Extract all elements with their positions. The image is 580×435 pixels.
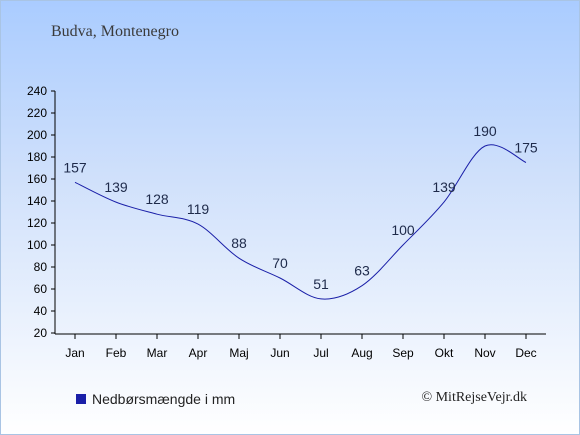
x-tick-label-jun: Jun [270,346,289,360]
x-tick-label-dec: Dec [515,346,536,360]
data-label-jul: 51 [313,276,329,292]
legend-label: Nedbørsmængde i mm [92,391,236,407]
y-tick-label: 20 [34,326,48,340]
credit-text: © MitRejseVejr.dk [421,390,527,405]
x-tick-label-aug: Aug [351,346,372,360]
x-tick-label-jan: Jan [65,346,84,360]
y-tick-label: 80 [34,260,48,274]
y-tick-label: 100 [27,238,47,252]
data-labels: 157 139 128 119 88 70 51 63 100 139 190 175 [63,123,538,292]
data-label-sep: 100 [391,222,415,238]
y-tick-label: 200 [27,128,47,142]
x-ticks: Jan Feb Mar Apr Maj Jun Jul Aug Sep Okt Nov Dec [65,334,537,360]
x-tick-label-sep: Sep [392,346,414,360]
y-tick-label: 160 [27,172,47,186]
y-tick-label: 140 [27,194,47,208]
x-tick-label-feb: Feb [106,346,127,360]
x-tick-label-apr: Apr [189,346,208,360]
data-label-jun: 70 [272,255,288,271]
y-tick-label: 60 [34,282,48,296]
data-label-feb: 139 [104,179,128,195]
data-label-aug: 63 [354,263,370,279]
data-label-maj: 88 [231,235,247,251]
data-label-apr: 119 [187,201,210,217]
data-label-dec: 175 [514,140,538,156]
y-tick-label: 180 [27,150,47,164]
y-tick-label: 120 [27,216,47,230]
y-tick-label: 40 [34,304,48,318]
legend-swatch [76,394,86,404]
x-tick-label-maj: Maj [229,346,248,360]
x-tick-label-nov: Nov [474,346,495,360]
data-label-okt: 139 [432,179,456,195]
legend: Nedbørsmængde i mm [76,391,235,407]
data-label-mar: 128 [145,191,169,207]
y-ticks: 20 40 60 80 100 120 140 160 180 200 220 240 [27,84,55,340]
chart-subtitle: Budva, Montenegro [51,23,179,40]
x-tick-label-mar: Mar [147,346,168,360]
y-tick-label: 240 [27,84,47,98]
y-tick-label: 220 [27,106,47,120]
x-tick-label-okt: Okt [435,346,454,360]
data-label-nov: 190 [473,123,497,139]
x-tick-label-jul: Jul [313,346,328,360]
data-label-jan: 157 [63,159,87,175]
series-line-precipitation [74,144,527,300]
